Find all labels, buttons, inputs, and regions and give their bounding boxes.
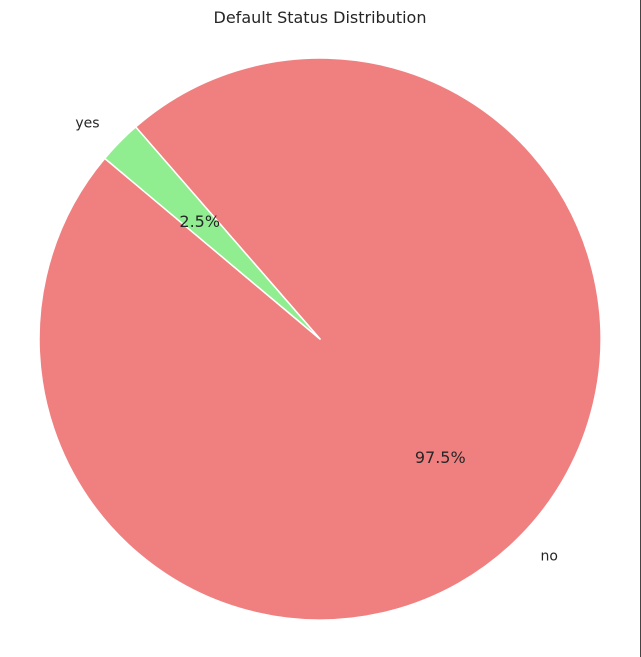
slice-percent-yes: 2.5% bbox=[179, 212, 220, 231]
pie-labels: no 97.5% yes 2.5% bbox=[75, 115, 558, 564]
pie-slice-yes bbox=[103, 126, 321, 340]
chart-title: Default Status Distribution bbox=[214, 8, 427, 27]
slice-label-yes: yes bbox=[75, 115, 99, 131]
slice-percent-no: 97.5% bbox=[415, 448, 466, 467]
pie-slices bbox=[38, 57, 602, 621]
slice-label-no: no bbox=[540, 549, 557, 565]
